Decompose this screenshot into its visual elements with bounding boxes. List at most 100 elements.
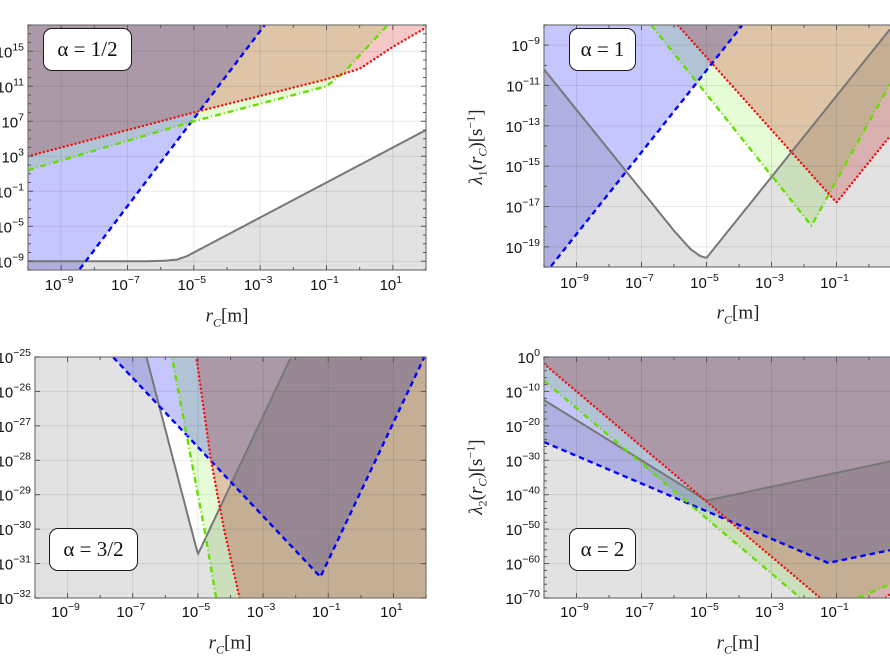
axis-label-part: )[s: [465, 458, 487, 479]
y-axis-label-panel-2: λ1(rC)[s−1]: [463, 109, 490, 184]
x-tick-label: 10−9: [560, 272, 589, 292]
y-tick-label: 103: [1, 146, 24, 166]
x-tick-label: 10−5: [182, 601, 211, 621]
y-tick-label: 10−25: [0, 347, 31, 367]
x-tick-label: 10−3: [244, 274, 273, 294]
x-tick-label: 10−7: [625, 601, 654, 621]
bound-curve-dotted: [676, 25, 890, 204]
y-tick-label: 10−11: [506, 76, 540, 96]
axis-label-part: r: [465, 486, 487, 495]
y-tick-label: 10−26: [0, 381, 31, 401]
axis-label-part: ]: [465, 439, 487, 446]
bound-curve-dashed: [78, 25, 266, 270]
plot-panel-2: 10−9 10−7 10−5 10−3 10−1 10−9 10−11 10−13 10−15 1…: [506, 24, 890, 292]
bound-curve-dashdot: [544, 379, 801, 598]
axis-label-part: r: [716, 632, 724, 654]
bound-curve-dashed: [550, 25, 743, 267]
axis-label-part: (: [465, 164, 487, 171]
bound-curve-dotted: [884, 592, 890, 598]
y-tick-label: 10−60: [506, 554, 541, 574]
y-tick-label: 100: [517, 347, 540, 367]
x-axis-label-panel-2: rC[m]: [717, 303, 760, 328]
bound-curve-solid: [145, 357, 292, 556]
y-tick-label: 10−17: [506, 197, 541, 217]
y-tick-label: 107: [1, 111, 24, 131]
y-tick-label: 10−30: [0, 519, 31, 539]
axis-label-part: (: [465, 494, 487, 501]
axis-label-part: ]: [465, 109, 487, 116]
x-axis-label-panel-4: rC[m]: [717, 633, 760, 658]
y-tick-label: 10−5: [0, 216, 24, 236]
x-tick-label: 10−9: [51, 601, 80, 621]
x-tick-label: 101: [380, 601, 403, 621]
x-tick-label: 10−1: [820, 601, 849, 621]
bound-curve-solid: [544, 399, 890, 502]
alpha-label-panel-4: α = 2: [569, 528, 636, 571]
y-tick-label: 10−20: [506, 416, 541, 436]
bound-curve-dashed: [112, 357, 426, 580]
axis-label-part: −1: [463, 445, 478, 459]
excluded-region-fill: [544, 25, 890, 203]
y-tick-label: 10−40: [506, 485, 541, 505]
y-tick-label: 10−70: [506, 588, 541, 608]
plot-frame: [543, 356, 890, 599]
bound-curve-dashdot: [28, 25, 389, 172]
axis-label-part: λ: [465, 506, 487, 515]
y-tick-label: 10−9: [511, 35, 540, 55]
bound-curve-dotted: [544, 362, 822, 598]
plot-panel-4: 10−9 10−7 10−5 10−3 10−1 100 10−10 10−20 10−30 10…: [506, 347, 890, 621]
x-tick-label: 10−1: [310, 274, 339, 294]
axis-label-part: C: [215, 642, 224, 657]
axis-label-part: 1: [475, 170, 490, 177]
bound-curve-dotted: [195, 357, 241, 598]
x-tick-label: 10−9: [45, 274, 74, 294]
axis-label-part: [m]: [731, 632, 760, 654]
bound-curve-dotted: [28, 26, 426, 158]
axis-label-part: C: [475, 148, 490, 157]
axis-label-part: C: [723, 642, 732, 657]
x-tick-label: 10−3: [247, 601, 276, 621]
axis-label-part: −1: [463, 115, 478, 129]
y-tick-label: 10−30: [506, 450, 541, 470]
bound-curve-dashdot: [650, 25, 890, 228]
x-tick-label: 10−5: [177, 274, 206, 294]
y-tick-label: 10−13: [506, 116, 541, 136]
axis-label-part: λ: [465, 176, 487, 185]
x-tick-label: 10−7: [625, 272, 654, 292]
axis-label-part: r: [208, 632, 216, 654]
x-tick-label: 10−7: [116, 601, 145, 621]
y-tick-label: 10−50: [506, 519, 541, 539]
axis-label-part: 2: [475, 500, 490, 507]
x-axis-label-panel-1: rC[m]: [206, 306, 249, 331]
y-tick-label: 10−15: [506, 156, 541, 176]
y-tick-label: 1011: [0, 76, 24, 96]
y-tick-label: 10−31: [0, 554, 31, 574]
axis-label-part: [m]: [220, 305, 249, 327]
excluded-region-fill: [196, 357, 426, 598]
bound-curve-dashdot: [170, 357, 218, 598]
x-tick-label: 10−1: [820, 272, 849, 292]
x-tick-label: 10−5: [690, 601, 719, 621]
y-tick-label: 10−10: [506, 381, 541, 401]
axis-label-part: [m]: [731, 302, 760, 324]
excluded-region-fill: [28, 130, 426, 270]
axis-label-part: C: [723, 312, 732, 327]
y-tick-label: 10−29: [0, 485, 31, 505]
axis-label-part: r: [465, 156, 487, 165]
axis-label-part: [m]: [223, 632, 252, 654]
y-tick-label: 10−9: [0, 251, 24, 271]
alpha-label-panel-3: α = 3/2: [49, 528, 138, 571]
axis-label-part: C: [212, 315, 221, 330]
x-tick-label: 10−3: [755, 272, 784, 292]
alpha-label-panel-1: α = 1/2: [43, 28, 132, 71]
bound-curve-solid: [544, 28, 890, 259]
y-tick-label: 10−1: [0, 181, 24, 201]
y-axis-label-panel-4: λ2(rC)[s−1]: [463, 439, 490, 514]
x-tick-label: 10−5: [690, 272, 719, 292]
y-tick-label: 10−28: [0, 450, 31, 470]
x-tick-label: 10−7: [111, 274, 140, 294]
axis-label-part: C: [475, 478, 490, 487]
axis-label-part: )[s: [465, 128, 487, 149]
alpha-label-panel-2: α = 1: [569, 28, 636, 71]
plot-panel-3: 10−9 10−7 10−5 10−3 10−1 101 10−25 10−26 10−27 10…: [0, 347, 427, 621]
